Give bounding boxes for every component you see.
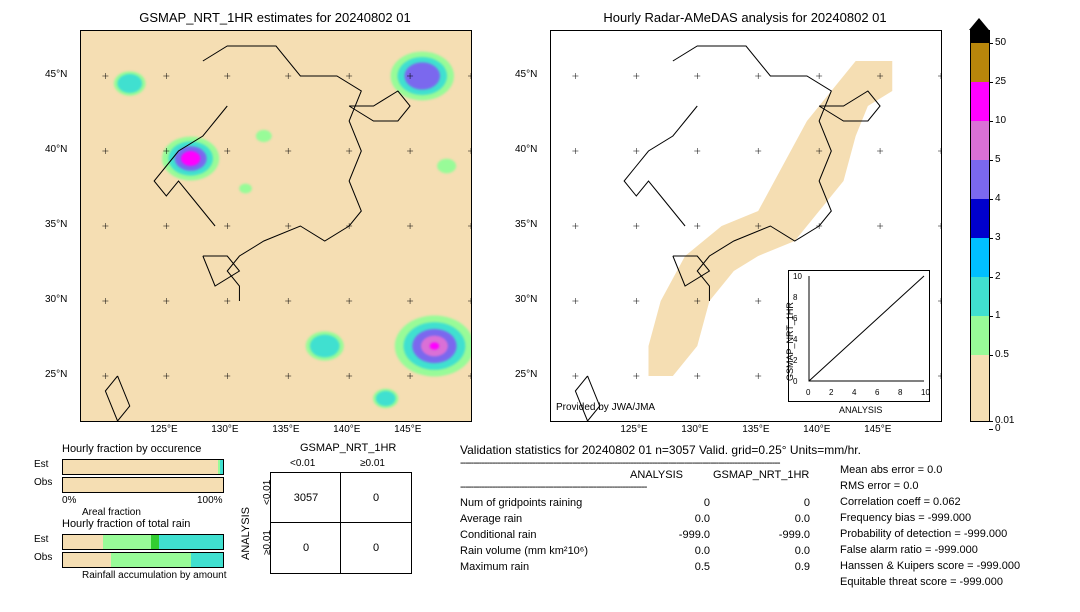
left-map-panel <box>80 30 472 422</box>
colorbar: 502510543210.50.010 <box>970 30 990 422</box>
svg-text:10: 10 <box>921 388 929 397</box>
svg-text:0: 0 <box>806 388 811 397</box>
error-stats: Mean abs error = 0.0RMS error = 0.0Corre… <box>840 460 1020 588</box>
attribution-text: Provided by JWA/JMA <box>556 402 655 413</box>
svg-text:6: 6 <box>875 388 880 397</box>
validation-stats: Validation statistics for 20240802 01 n=… <box>460 443 861 573</box>
svg-text:10: 10 <box>793 272 802 281</box>
svg-text:8: 8 <box>793 293 798 302</box>
left-map-title: GSMAP_NRT_1HR estimates for 20240802 01 <box>80 10 470 25</box>
svg-text:4: 4 <box>852 388 857 397</box>
svg-text:2: 2 <box>829 388 834 397</box>
right-map-title: Hourly Radar-AMeDAS analysis for 2024080… <box>550 10 940 25</box>
scatter-plot: 00224466881010ANALYSISGSMAP_NRT_1HR <box>788 270 930 402</box>
svg-text:8: 8 <box>898 388 903 397</box>
